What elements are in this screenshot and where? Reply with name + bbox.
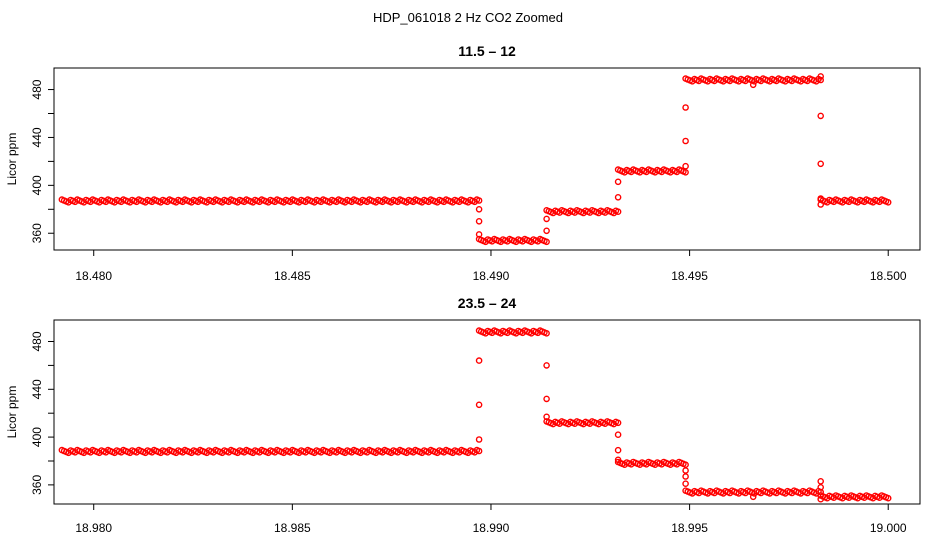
data-point — [682, 467, 689, 474]
x-tick-label: 18.980 — [75, 521, 112, 535]
data-point — [817, 477, 825, 485]
x-tick-label: 18.990 — [473, 521, 510, 535]
panel-bottom: 23.5 – 24 Licor ppm 360 400 440 480 18.980 18.9… — [5, 295, 921, 535]
data-plateau — [543, 206, 622, 217]
x-tick-label: 19.000 — [870, 521, 907, 535]
data-plateau — [58, 196, 483, 206]
data-point — [475, 217, 483, 225]
data-point — [682, 480, 689, 488]
panel-title: 23.5 – 24 — [458, 295, 517, 311]
y-tick-label: 360 — [30, 475, 44, 495]
y-tick-label: 480 — [30, 331, 44, 351]
data-point — [475, 436, 483, 443]
data-point — [817, 483, 825, 491]
data-plateau — [614, 166, 689, 176]
data-point — [817, 160, 825, 168]
data-point — [884, 198, 892, 206]
x-tick-label: 18.485 — [274, 269, 311, 283]
data-point — [543, 395, 550, 403]
y-tick-label: 400 — [30, 175, 44, 195]
data-point — [749, 493, 757, 501]
data-point — [614, 456, 622, 464]
data-plateau — [682, 487, 825, 497]
data-point — [817, 195, 825, 202]
data-point — [475, 231, 483, 238]
y-tick-label: 440 — [30, 127, 44, 147]
y-tick-label: 440 — [30, 379, 44, 399]
data-point — [475, 357, 483, 364]
x-tick-label: 18.495 — [671, 269, 708, 283]
data-plateau — [817, 492, 892, 502]
data-point — [614, 193, 622, 201]
data-point — [475, 447, 483, 455]
data-plateau — [817, 196, 892, 206]
x-tick-label: 18.480 — [75, 269, 112, 283]
data-plateau — [58, 446, 483, 457]
data-point — [682, 162, 689, 170]
data-point — [543, 362, 550, 369]
data-point — [682, 473, 689, 480]
data-point — [817, 495, 825, 503]
plot-frame — [53, 319, 921, 505]
data-point — [614, 431, 622, 439]
data-point — [543, 215, 550, 223]
data-point — [817, 73, 825, 80]
data-point — [614, 446, 622, 454]
data-point — [543, 413, 550, 421]
data-point — [614, 419, 622, 427]
y-tick-label: 480 — [30, 79, 44, 99]
data-point — [475, 205, 483, 213]
data-point — [817, 201, 825, 208]
data-plateau — [614, 458, 689, 469]
x-tick-label: 18.490 — [473, 269, 510, 283]
data-plateau — [475, 327, 550, 337]
data-point — [682, 104, 689, 111]
y-tick-label: 400 — [30, 427, 44, 447]
panel-title: 11.5 – 12 — [458, 43, 516, 59]
data-plateau — [475, 235, 550, 246]
panel-top: 11.5 – 12 Licor ppm 360 400 440 480 18.480 18.4… — [5, 43, 921, 283]
data-point — [749, 81, 757, 89]
x-tick-label: 18.985 — [274, 521, 311, 535]
data-point — [543, 227, 550, 235]
data-point — [817, 112, 825, 120]
figure-title: HDP_061018 2 Hz CO2 Zoomed — [373, 10, 563, 25]
y-axis-label: Licor ppm — [5, 133, 19, 186]
y-tick-label: 360 — [30, 223, 44, 243]
data-point — [614, 208, 622, 215]
data-points — [58, 327, 892, 503]
data-point — [543, 329, 550, 337]
y-axis-label: Licor ppm — [5, 386, 19, 439]
data-plateau — [543, 418, 622, 428]
plot-frame — [53, 67, 921, 251]
x-tick-label: 18.500 — [870, 269, 907, 283]
data-point — [543, 238, 550, 246]
data-point — [475, 197, 483, 204]
data-point — [475, 401, 483, 409]
data-plateau — [682, 75, 825, 85]
data-point — [682, 168, 689, 176]
data-point — [884, 494, 892, 502]
data-points — [58, 73, 892, 246]
data-point — [817, 76, 825, 84]
x-tick-label: 18.995 — [671, 521, 708, 535]
data-point — [614, 178, 622, 186]
data-point — [682, 137, 689, 145]
